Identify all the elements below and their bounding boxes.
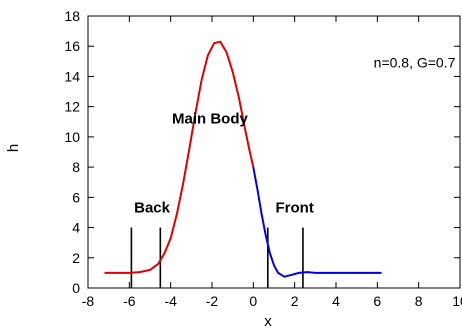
x-tick-label: 0 <box>249 293 257 309</box>
y-tick-label: 8 <box>72 159 80 175</box>
x-tick-label: -8 <box>82 293 95 309</box>
y-tick-label: 14 <box>64 68 80 84</box>
plot-frame <box>87 15 461 289</box>
y-tick-label: 2 <box>72 250 80 266</box>
annotation-label: Back <box>134 199 171 216</box>
ticks-layer: -8 -6 -4 -2 0 2 4 6 8 10 0 2 4 6 8 10 12 14 16 18 <box>64 8 462 309</box>
series-layer <box>104 40 382 278</box>
x-tick-label: -6 <box>123 293 136 309</box>
annotations-layer: Main Body Back Front n=0.8, G=0.7 <box>134 54 455 216</box>
y-tick-label: 12 <box>64 99 80 115</box>
series-line-red <box>104 40 255 274</box>
annotation-label: Main Body <box>172 110 248 127</box>
x-tick-label: 10 <box>452 293 462 309</box>
x-tick-label: -4 <box>164 293 177 309</box>
y-tick-label: 16 <box>64 38 80 54</box>
y-tick-label: 10 <box>64 129 80 145</box>
y-axis-label: h <box>5 144 22 152</box>
x-tick-label: 2 <box>291 293 299 309</box>
x-tick-label: 8 <box>415 293 423 309</box>
plot-frame-layer <box>87 15 461 289</box>
annotation-label: n=0.8, G=0.7 <box>374 54 456 70</box>
x-axis-label: x <box>264 313 272 330</box>
y-tick-label: 4 <box>72 220 80 236</box>
y-tick-label: 0 <box>72 280 80 296</box>
y-tick-label: 18 <box>64 8 80 24</box>
x-tick-label: 4 <box>332 293 340 309</box>
annotation-label: Front <box>276 199 314 216</box>
markers-layer <box>130 227 304 288</box>
y-tick-label: 6 <box>72 189 80 205</box>
x-tick-label: 6 <box>373 293 381 309</box>
series-line-blue <box>252 166 382 278</box>
x-tick-label: -2 <box>206 293 219 309</box>
